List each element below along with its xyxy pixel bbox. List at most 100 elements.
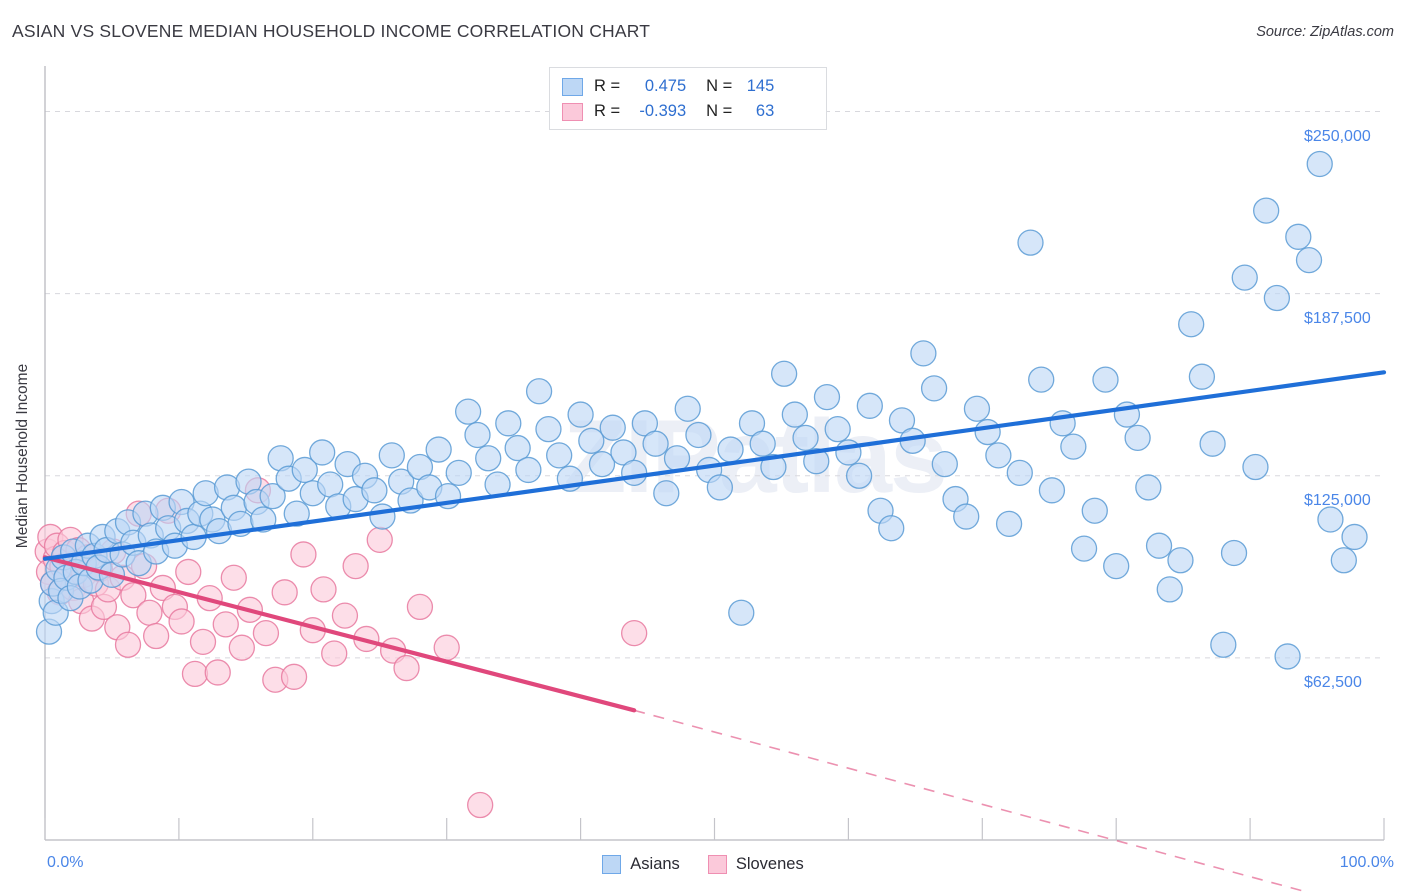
- data-point: [813, 383, 841, 411]
- data-point: [291, 456, 318, 484]
- data-point: [475, 445, 502, 472]
- data-point: [120, 582, 147, 609]
- data-point: [309, 439, 336, 466]
- data-point: [985, 442, 1012, 469]
- data-point: [706, 474, 734, 501]
- data-point: [433, 634, 460, 661]
- n-label-slovenes: N =: [706, 102, 733, 120]
- data-point: [920, 375, 948, 402]
- data-point: [321, 640, 348, 667]
- data-point: [1124, 424, 1151, 452]
- data-point: [663, 445, 691, 472]
- data-point: [824, 415, 851, 443]
- data-point: [1274, 643, 1301, 670]
- data-point: [578, 427, 605, 454]
- data-point: [259, 483, 286, 510]
- data-point: [1038, 477, 1066, 504]
- legend-item-slovenes[interactable]: Slovenes: [707, 855, 804, 874]
- data-point: [1070, 535, 1098, 562]
- data-point: [1263, 284, 1291, 312]
- series-legend: Asians Slovenes: [0, 855, 1406, 874]
- data-point: [175, 558, 202, 586]
- data-point: [567, 401, 594, 428]
- data-point: [1103, 552, 1130, 580]
- data-point: [142, 622, 170, 650]
- data-point: [378, 442, 405, 469]
- data-point: [1285, 223, 1312, 250]
- data-point: [621, 459, 648, 487]
- data-point: [136, 599, 163, 626]
- legend-item-asians[interactable]: Asians: [602, 855, 680, 874]
- r-value-asians: 0.475: [644, 77, 687, 95]
- r-value-slovenes: -0.393: [639, 102, 687, 120]
- data-point: [1330, 547, 1357, 574]
- trendline-slovenes-dashed: [633, 709, 1310, 892]
- data-point: [728, 599, 755, 626]
- data-point: [393, 654, 420, 682]
- data-point: [212, 611, 239, 638]
- data-point: [888, 407, 916, 434]
- data-point: [331, 602, 359, 629]
- data-point: [1295, 246, 1323, 274]
- data-point: [252, 619, 280, 647]
- data-point: [1017, 229, 1044, 256]
- data-point: [599, 414, 626, 441]
- n-value-asians: 145: [746, 77, 775, 95]
- x-axis-label-min: 0.0%: [47, 854, 84, 871]
- data-point: [454, 398, 482, 425]
- data-point: [653, 480, 680, 507]
- correlation-stats-legend: R = 0.475 N = 145 R = -0.393 N = 63: [549, 67, 827, 130]
- data-point: [878, 515, 905, 542]
- data-point: [1135, 474, 1162, 501]
- data-point: [204, 659, 231, 686]
- data-point: [610, 439, 637, 466]
- data-point: [963, 395, 991, 422]
- y-axis-tick-label: $125,000: [1304, 491, 1371, 509]
- trendline-slovenes: [42, 555, 1310, 892]
- data-point: [546, 442, 573, 469]
- data-point: [425, 436, 452, 463]
- data-point: [856, 392, 883, 419]
- data-point: [685, 421, 712, 449]
- y-axis-tick-label: $62,500: [1304, 673, 1362, 691]
- data-point: [228, 634, 255, 661]
- data-point: [995, 510, 1023, 537]
- data-point: [588, 450, 616, 478]
- data-point: [1210, 631, 1237, 658]
- r-label-asians: R =: [594, 77, 621, 95]
- trendline-slovenes-solid: [42, 555, 637, 713]
- y-axis-tick-label: $187,500: [1304, 309, 1371, 327]
- data-point: [504, 434, 531, 462]
- data-point: [495, 410, 522, 437]
- data-point: [467, 791, 494, 819]
- data-point: [631, 410, 659, 437]
- stat-row-asians: R = 0.475 N = 145: [562, 74, 816, 99]
- data-point: [366, 526, 393, 554]
- data-point: [342, 552, 369, 580]
- data-point: [760, 453, 787, 481]
- data-point: [361, 477, 388, 504]
- data-point: [845, 462, 873, 489]
- data-point: [1060, 433, 1087, 460]
- data-point: [674, 395, 701, 422]
- slovenes-swatch-icon: [707, 855, 727, 874]
- stat-row-slovenes: R = -0.393 N = 63: [562, 99, 816, 124]
- asians-swatch-icon: [602, 855, 622, 874]
- data-point: [1242, 453, 1269, 481]
- data-point: [792, 424, 819, 452]
- data-points-asians: [35, 150, 1368, 670]
- data-point: [114, 631, 142, 658]
- data-point: [621, 619, 648, 647]
- data-point: [1092, 366, 1119, 393]
- x-tick-marks: [44, 818, 1385, 840]
- trendline-asians: [42, 370, 1387, 561]
- data-point: [749, 430, 776, 457]
- axis-lines: [44, 66, 1384, 841]
- legend-label-slovenes: Slovenes: [735, 855, 804, 873]
- data-point: [515, 456, 542, 484]
- data-point: [1006, 459, 1033, 487]
- data-point: [271, 579, 298, 606]
- data-point: [280, 663, 308, 690]
- data-point: [464, 421, 491, 449]
